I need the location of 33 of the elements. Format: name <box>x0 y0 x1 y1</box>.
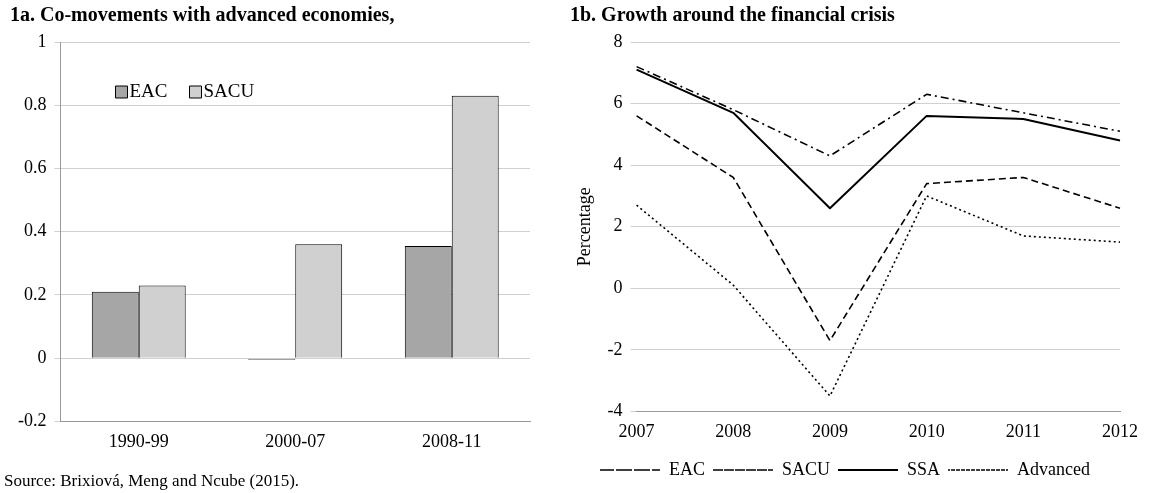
chart-title: 1b. Growth around the financial crisis <box>570 3 896 26</box>
x-tick-label: 2010 <box>908 420 945 441</box>
y-tick-label: -0.2 <box>17 410 47 431</box>
legend-label: SACU <box>203 79 255 101</box>
legend-label: EAC <box>669 458 705 479</box>
y-tick-label: -2 <box>607 338 623 359</box>
x-tick-label: 1990-99 <box>108 430 169 451</box>
x-tick-label: 2007 <box>618 420 655 441</box>
chart-title: 1a. Co-movements with advanced economies, <box>10 3 395 26</box>
legend-label: EAC <box>129 79 168 101</box>
y-tick-label: 0 <box>37 346 47 367</box>
y-tick-label: 0.6 <box>23 157 47 178</box>
y-tick-label: 0.4 <box>23 220 47 241</box>
y-tick-label: 1 <box>37 30 47 51</box>
x-tick-label: 2009 <box>811 420 848 441</box>
legend-label: SSA <box>907 458 941 479</box>
y-tick-label: 0.8 <box>23 93 47 114</box>
x-tick-label: 2008 <box>715 420 752 441</box>
y-tick-label: 0 <box>613 277 623 297</box>
x-tick-label: 2011 <box>1005 420 1041 441</box>
y-axis-title: Percentage <box>573 187 594 267</box>
y-tick-label: 0.2 <box>23 283 47 304</box>
x-tick-label: 2012 <box>1102 420 1138 441</box>
x-tick-label: 2008-11 <box>422 430 482 451</box>
x-tick-label: 2000-07 <box>265 430 326 451</box>
y-tick-label: -4 <box>607 400 623 421</box>
legend-label: SACU <box>782 458 831 479</box>
y-tick-label: 4 <box>613 153 623 174</box>
y-tick-label: 6 <box>613 92 623 113</box>
legend-label: Advanced <box>1017 458 1090 479</box>
source-note: Source: Brixiová, Meng and Ncube (2015). <box>4 471 300 491</box>
y-tick-label: 8 <box>613 30 623 51</box>
y-tick-label: 2 <box>613 215 623 236</box>
